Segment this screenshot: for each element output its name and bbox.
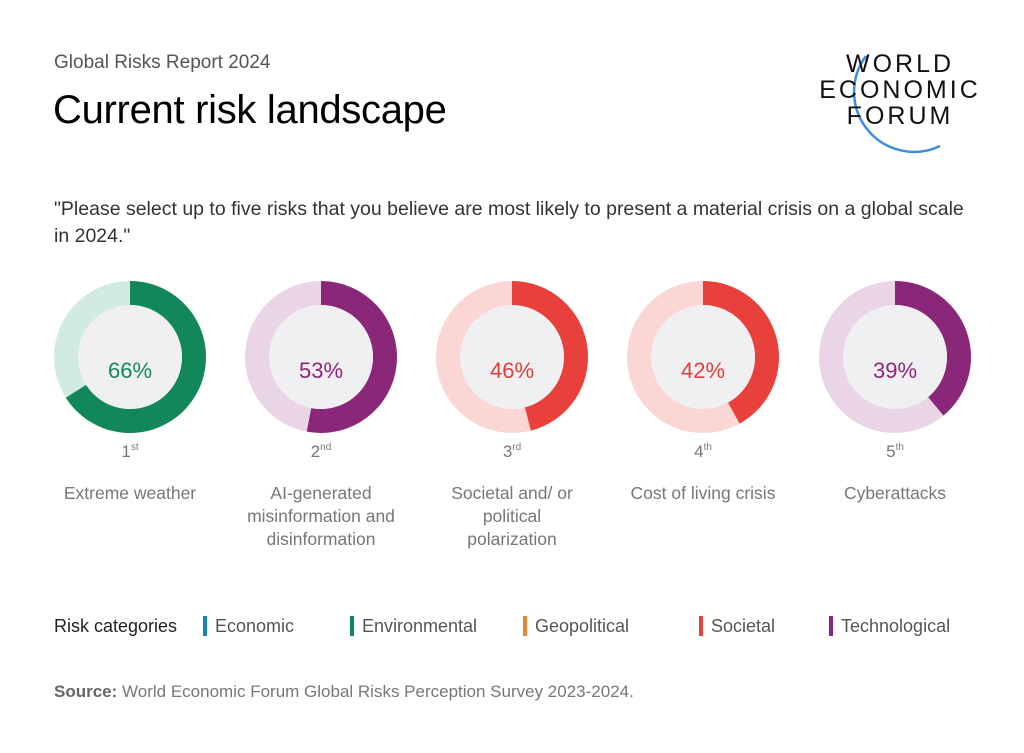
donut-item: 66% 1st Extreme weather bbox=[35, 280, 225, 505]
rank-label: 3rd bbox=[417, 442, 607, 462]
donut-chart bbox=[436, 281, 588, 433]
legend-swatch bbox=[203, 616, 207, 636]
donut-chart bbox=[627, 281, 779, 433]
rank-number: 3 bbox=[502, 442, 513, 461]
rank-label: 5th bbox=[800, 442, 990, 462]
donut-chart bbox=[54, 281, 206, 433]
legend-entry: Economic bbox=[203, 616, 294, 637]
rank-suffix: th bbox=[703, 442, 712, 453]
donut-segment bbox=[512, 281, 588, 431]
legend-swatch bbox=[523, 616, 527, 636]
risk-label: Cost of living crisis bbox=[630, 483, 776, 503]
report-subtitle: Global Risks Report 2024 bbox=[54, 52, 271, 73]
legend-swatch bbox=[829, 616, 833, 636]
wef-logo: WORLD ECONOMIC FORUM bbox=[819, 50, 981, 154]
svg-text:ECONOMIC: ECONOMIC bbox=[819, 76, 981, 104]
rank-label: 2nd bbox=[226, 442, 416, 462]
rank-suffix: nd bbox=[320, 442, 332, 453]
risk-label: Societal and/ or political polarization bbox=[451, 483, 573, 549]
value-label: 66% bbox=[107, 358, 153, 383]
donut-segment bbox=[65, 281, 206, 433]
rank-suffix: st bbox=[130, 442, 139, 453]
legend-label: Technological bbox=[841, 616, 951, 636]
svg-text:WORLD: WORLD bbox=[846, 50, 954, 78]
donut-item: 53% 2nd AI-generated misinformation and di… bbox=[226, 280, 416, 551]
legend-label: Economic bbox=[215, 616, 295, 636]
legend-label: Geopolitical bbox=[535, 616, 630, 636]
donut-segment bbox=[703, 281, 779, 424]
legend-entry: Societal bbox=[699, 616, 775, 637]
donut-hole bbox=[78, 305, 182, 409]
risk-label: Cyberattacks bbox=[843, 483, 947, 503]
donut-item: 42% 4th Cost of living crisis bbox=[608, 280, 798, 505]
value-label: 42% bbox=[680, 358, 726, 383]
donut-hole bbox=[843, 305, 947, 409]
legend-title: Risk categories bbox=[54, 616, 178, 636]
rank-number: 1 bbox=[121, 442, 131, 461]
donut-item: 46% 3rd Societal and/ or political polariz… bbox=[417, 280, 607, 551]
risk-label: Extreme weather bbox=[63, 483, 197, 503]
legend-entry: Geopolitical bbox=[523, 616, 629, 637]
donut-item: 39% 5th Cyberattacks bbox=[800, 280, 990, 505]
donut-hole bbox=[460, 305, 564, 409]
legend-label: Environmental bbox=[362, 616, 478, 636]
rank-number: 4 bbox=[694, 442, 704, 461]
legend-swatch bbox=[350, 616, 354, 636]
source-text: World Economic Forum Global Risks Percep… bbox=[117, 682, 634, 701]
rank-number: 5 bbox=[886, 442, 896, 461]
value-label: 46% bbox=[489, 358, 535, 383]
rank-label: 1st bbox=[35, 442, 225, 462]
svg-text:FORUM: FORUM bbox=[847, 102, 954, 130]
donut-chart bbox=[819, 281, 971, 433]
survey-question: "Please select up to five risks that you… bbox=[54, 198, 964, 247]
donut-hole bbox=[651, 305, 755, 409]
page-title: Current risk landscape bbox=[53, 88, 447, 132]
donut-chart bbox=[245, 281, 398, 433]
rank-label: 4th bbox=[608, 442, 798, 462]
rank-suffix: th bbox=[895, 442, 904, 453]
legend-entry: Technological bbox=[829, 616, 950, 637]
legend-swatch bbox=[699, 616, 703, 636]
donut-segment bbox=[895, 281, 971, 416]
rank-suffix: rd bbox=[512, 442, 522, 453]
legend-label: Societal bbox=[711, 616, 776, 636]
value-label: 39% bbox=[872, 358, 918, 383]
value-label: 53% bbox=[298, 358, 344, 383]
legend: Risk categories Economic Environmental Geo… bbox=[54, 616, 1014, 640]
rank-number: 2 bbox=[310, 442, 321, 461]
donut-hole bbox=[269, 305, 373, 409]
source-note: Source: World Economic Forum Global Risk… bbox=[54, 682, 634, 702]
risk-label: AI-generated misinformation and disinfor… bbox=[247, 483, 395, 549]
donut-charts: 66% 1st Extreme weather 53% 2nd AI-generated … bbox=[0, 280, 1024, 600]
source-label: Source: bbox=[54, 682, 118, 701]
donut-segment bbox=[306, 281, 398, 433]
legend-entry: Environmental bbox=[350, 616, 477, 637]
